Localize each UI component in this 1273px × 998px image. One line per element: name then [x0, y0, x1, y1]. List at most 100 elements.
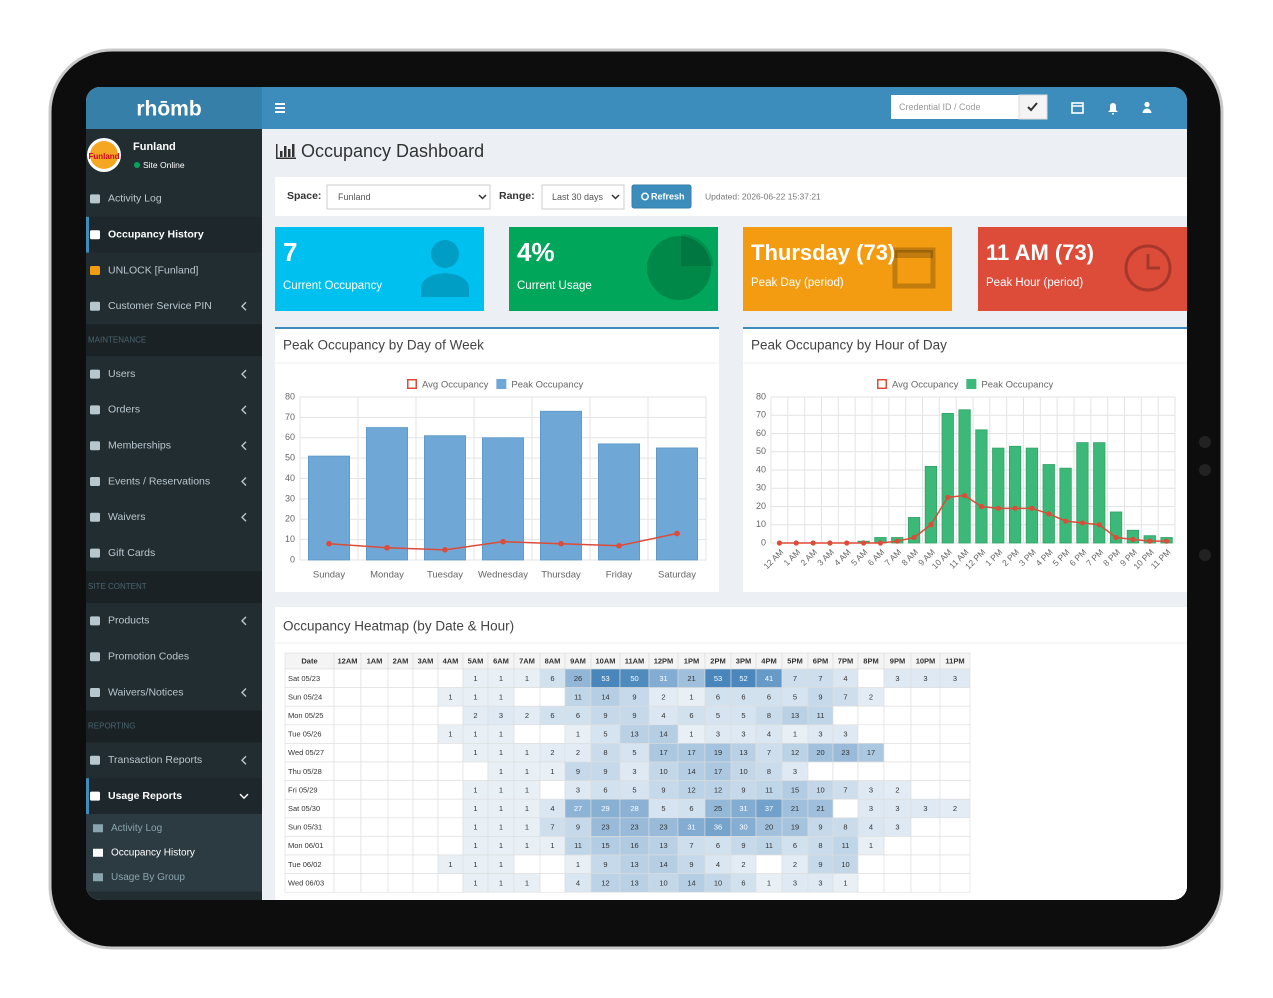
heatmap-value: 9 [603, 711, 607, 720]
heatmap-value: 27 [574, 804, 582, 813]
heatmap-cell [939, 761, 971, 781]
space-select[interactable] [326, 184, 491, 210]
brand[interactable]: rhōmb [136, 98, 201, 121]
menu-item[interactable]: Occupancy History [108, 228, 204, 240]
submenu-item[interactable]: Usage By Group [111, 872, 185, 883]
search-input[interactable] [891, 95, 1019, 119]
menu-item[interactable]: Customer Service PIN [108, 300, 212, 312]
screen: rhōmb Credential ID / Code Funland Funla… [86, 87, 1187, 900]
menu-item[interactable]: Memberships [108, 439, 171, 451]
heatmap-value: 1 [525, 823, 529, 832]
menu-item[interactable]: Promotion Codes [108, 650, 189, 662]
heatmap-cell [333, 687, 362, 707]
card-value: 7 [283, 237, 297, 267]
heatmap-cell [910, 724, 941, 744]
menu-icon [90, 791, 100, 801]
heatmap-value: 36 [714, 823, 722, 832]
heatmap-value: 3 [843, 730, 847, 739]
y-tick-label: 80 [285, 391, 295, 401]
menu-chevron [241, 755, 247, 765]
heatmap-cell [832, 761, 859, 781]
heatmap-value: 9 [741, 785, 745, 794]
menu-header: SITE CONTENT [88, 582, 147, 591]
heatmap-cell [857, 724, 885, 744]
menu-item[interactable]: Orders [108, 404, 140, 416]
bell-icon[interactable] [1108, 103, 1118, 115]
menu-item[interactable]: Waivers [108, 511, 146, 523]
heatmap-value: 11 [817, 711, 825, 720]
space-value: Funland [338, 192, 371, 202]
heatmap-date: Mon 05/25 [288, 711, 323, 720]
heatmap-cell [883, 873, 912, 893]
heatmap-value: 1 [473, 804, 477, 813]
heatmap-value: 13 [630, 730, 638, 739]
heatmap-cell [360, 836, 389, 856]
submenu-item[interactable]: Activity Log [111, 823, 162, 834]
heatmap-date: Mon 06/01 [288, 841, 323, 850]
heatmap-value: 3 [576, 785, 580, 794]
menu-toggle[interactable] [275, 103, 285, 113]
line-point [558, 540, 564, 547]
heatmap-cell [883, 687, 912, 707]
card-label: Peak Hour (period) [986, 277, 1083, 289]
bar [1109, 511, 1123, 544]
heatmap-value: 1 [473, 823, 477, 832]
heatmap-column: 7AM [519, 656, 535, 665]
calendar-icon[interactable] [1071, 102, 1084, 114]
heatmap-value: 1 [767, 878, 771, 887]
heatmap-value: 4 [767, 730, 771, 739]
button [1199, 464, 1211, 476]
heatmap-column: 6PM [813, 656, 828, 665]
heatmap-value: 2 [895, 785, 899, 794]
heatmap-cell [360, 724, 389, 744]
submenu-item[interactable]: Occupancy History [111, 847, 195, 858]
heatmap-column: 1AM [367, 656, 383, 665]
heatmap-cell [910, 817, 941, 837]
heatmap-value: 19 [791, 823, 799, 832]
heatmap-value: 1 [448, 860, 452, 869]
heatmap-cell [513, 687, 541, 707]
menu-item[interactable]: Activity Log [108, 193, 162, 205]
y-tick-label: 30 [285, 493, 295, 503]
heatmap-date: Thu 05/28 [288, 767, 322, 776]
y-tick-label: 20 [756, 501, 766, 511]
heatmap-cell [910, 854, 941, 874]
heatmap-column: 11PM [945, 656, 964, 665]
user-icon[interactable] [1142, 101, 1152, 113]
menu-item[interactable]: UNLOCK [Funland] [108, 264, 199, 276]
heatmap-value: 9 [818, 692, 822, 701]
updated-text: Updated: 2026-06-22 15:37:21 [705, 191, 821, 201]
heatmap-cell [939, 724, 971, 744]
line-point [1046, 511, 1052, 517]
heatmap-cell [387, 854, 414, 874]
menu-item[interactable]: Events / Reservations [108, 475, 210, 487]
heatmap-value: 8 [767, 711, 771, 720]
line-point [674, 530, 680, 537]
heatmap-value: 28 [630, 804, 638, 813]
site-logo [90, 141, 118, 169]
menu-item[interactable]: Gift Cards [108, 547, 155, 559]
refresh-button[interactable] [631, 184, 692, 209]
heatmap-value: 37 [765, 804, 773, 813]
heatmap-value: 6 [741, 692, 745, 701]
menu-item[interactable]: Waivers/Notices [108, 686, 183, 698]
bar [941, 413, 954, 544]
heatmap-value: 7 [793, 674, 797, 683]
search-placeholder: Credential ID / Code [899, 102, 981, 112]
heatmap-value: 16 [630, 841, 638, 850]
card-value: Thursday (73) [751, 240, 895, 265]
heatmap-value: 2 [741, 860, 745, 869]
heatmap-value: 4 [716, 860, 720, 869]
range-select[interactable] [541, 184, 625, 210]
heatmap-cell [387, 817, 414, 837]
menu-item[interactable]: Transaction Reports [108, 754, 202, 766]
heatmap-value: 1 [576, 860, 580, 869]
heatmap-value: 3 [895, 823, 899, 832]
menu-item[interactable]: Products [108, 615, 149, 627]
button [1199, 436, 1211, 448]
heatmap-cell [360, 780, 389, 800]
heatmap-value: 2 [661, 692, 665, 701]
menu-item[interactable]: Users [108, 368, 135, 380]
menu-item[interactable]: Usage Reports [108, 790, 182, 802]
heatmap-value: 19 [714, 748, 722, 757]
